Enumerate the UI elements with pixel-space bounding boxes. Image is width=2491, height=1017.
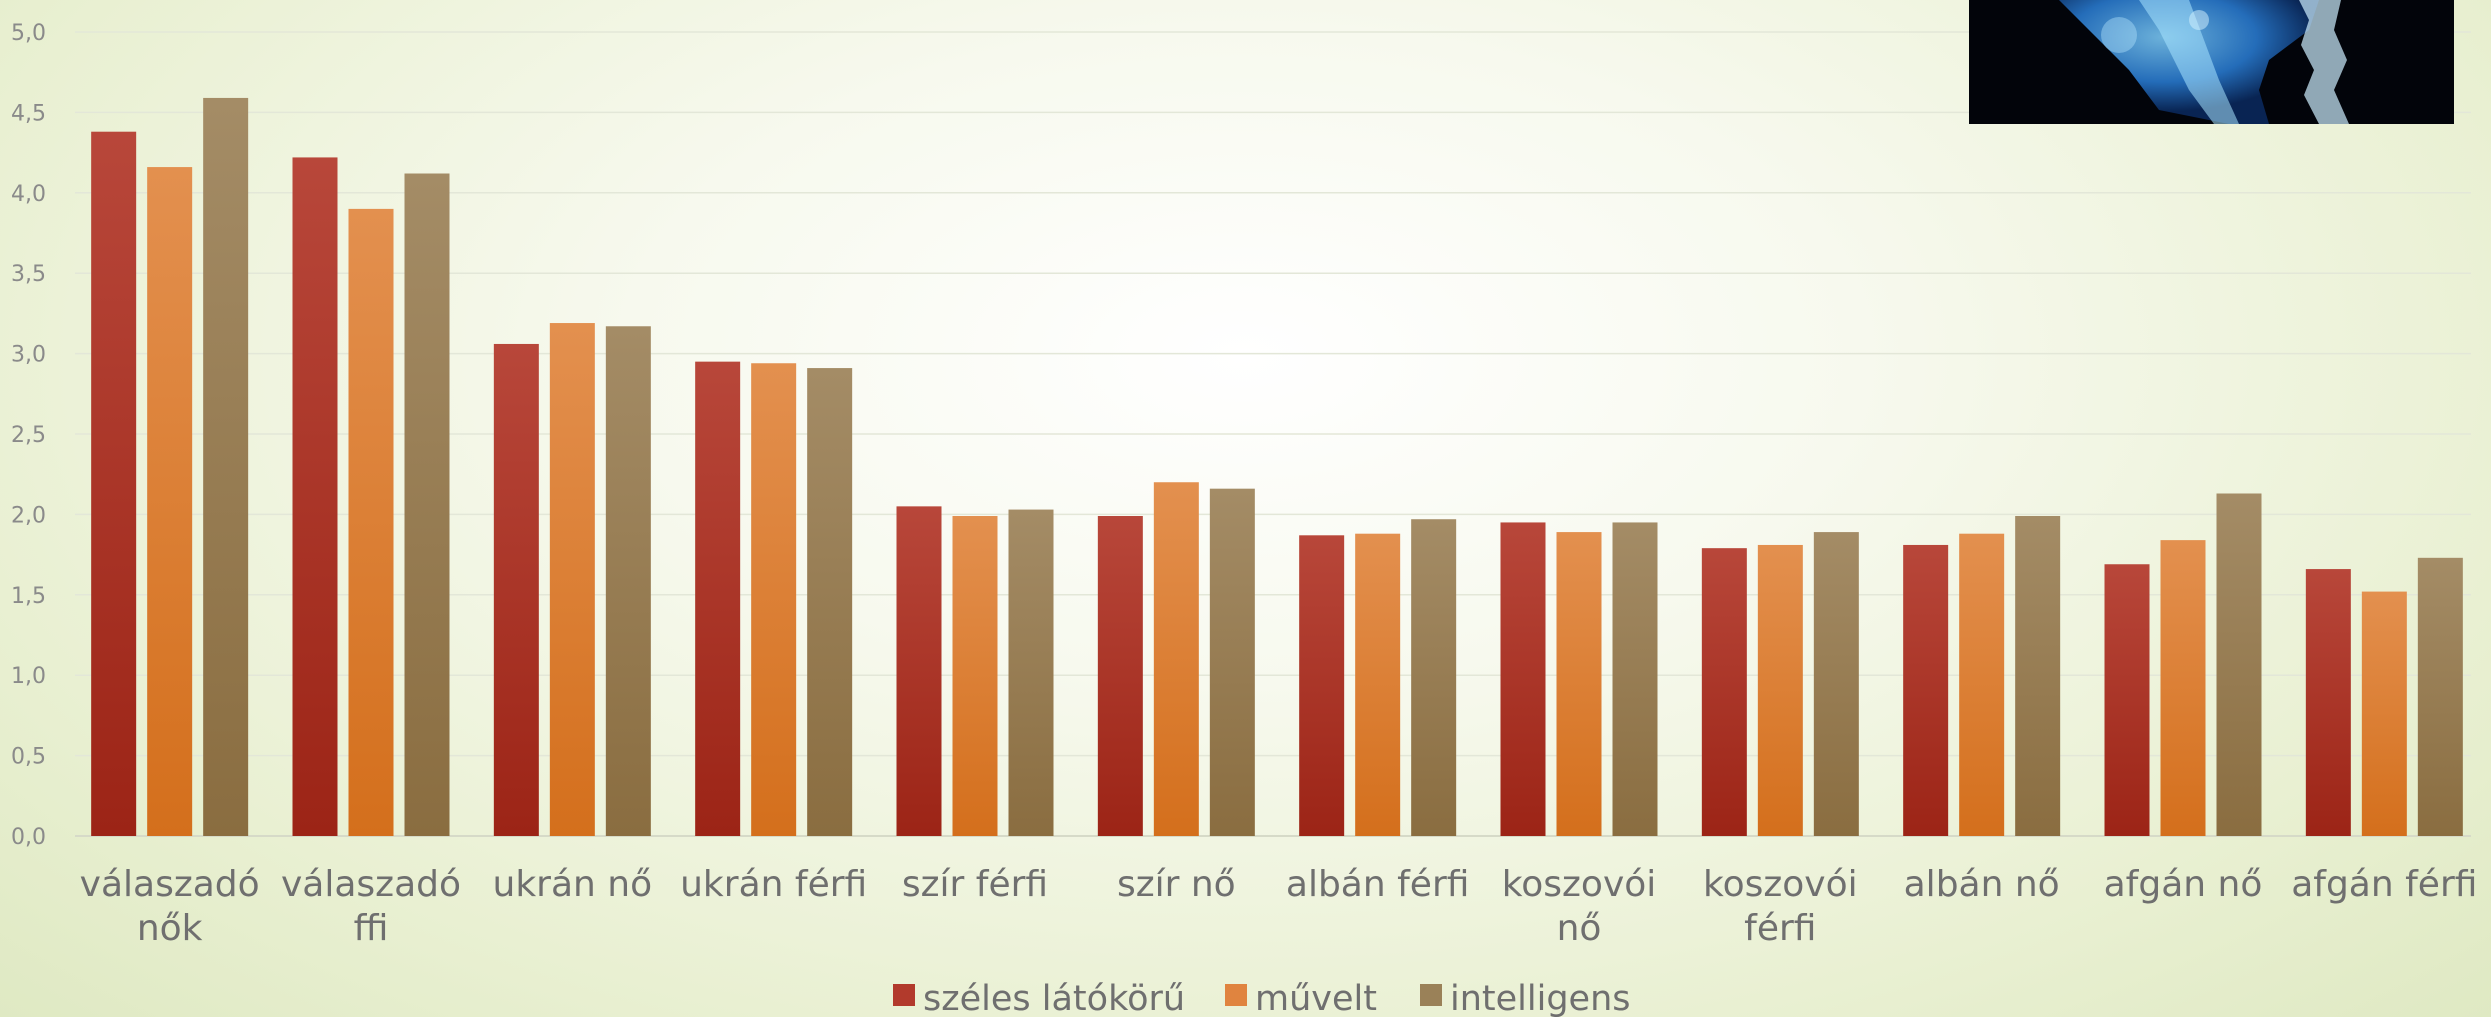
bar: [147, 167, 193, 836]
y-tick-label: 1,5: [11, 584, 46, 609]
bar: [695, 361, 741, 836]
category-label: válaszadó: [281, 864, 461, 905]
bar: [1299, 535, 1345, 836]
bar: [1153, 482, 1199, 836]
xray-head-thumbnail: [1969, 0, 2454, 124]
bar: [1757, 544, 1803, 836]
category-label: férfi: [1744, 908, 1816, 949]
bar: [91, 131, 137, 837]
bar: [1813, 532, 1859, 836]
legend-swatch: [893, 984, 915, 1006]
y-axis: 0,0 0,5 1,0 1,5 2,0 2,5 3,0 3,5 4,0 4,5 5,0: [11, 21, 46, 850]
legend-label: intelligens: [1450, 979, 1631, 1017]
bar: [2417, 557, 2463, 836]
y-tick-label: 4,5: [11, 101, 46, 126]
bar: [1701, 548, 1747, 836]
bar: [1008, 509, 1054, 836]
category-label: válaszadó: [80, 864, 260, 905]
category-label: afgán nő: [2104, 864, 2263, 905]
category-label: albán nő: [1904, 864, 2060, 905]
category-label: afgán férfi: [2291, 864, 2477, 905]
category-label: ukrán férfi: [680, 864, 867, 905]
bar: [807, 368, 853, 836]
bar: [292, 157, 338, 836]
category-label: koszovói: [1502, 864, 1657, 905]
bar: [1411, 519, 1457, 836]
bar: [2305, 569, 2351, 836]
category-label: szír férfi: [902, 864, 1048, 905]
category-label: szír nő: [1117, 864, 1236, 905]
y-tick-label: 4,0: [11, 182, 46, 207]
bar: [1209, 488, 1255, 836]
bar: [1355, 533, 1401, 836]
bar: [1500, 522, 1546, 836]
bar: [203, 97, 249, 837]
legend-swatch: [1225, 984, 1247, 1006]
bar: [549, 323, 595, 837]
legend-label: széles látókörű: [923, 979, 1185, 1017]
bar: [2104, 564, 2150, 836]
bar: [952, 516, 998, 836]
bar: [1612, 522, 1658, 836]
bar: [2160, 540, 2206, 836]
bar: [404, 173, 450, 836]
bar: [2015, 516, 2061, 836]
bar: [1959, 533, 2005, 836]
y-tick-label: 2,0: [11, 503, 46, 528]
y-tick-label: 5,0: [11, 21, 46, 46]
y-tick-label: 3,0: [11, 343, 46, 368]
bar: [751, 363, 797, 836]
bar: [493, 343, 539, 836]
y-tick-label: 0,5: [11, 745, 46, 770]
legend: széles látókörű művelt intelligens: [893, 979, 1631, 1017]
bar: [2216, 493, 2262, 836]
y-tick-label: 3,5: [11, 262, 46, 287]
bar: [1556, 532, 1602, 836]
category-label: koszovói: [1703, 864, 1858, 905]
category-label: ukrán nő: [493, 864, 653, 905]
bar: [348, 208, 394, 836]
bar: [896, 506, 942, 836]
bar: [605, 326, 651, 836]
bars: [91, 97, 2463, 837]
bar: [1903, 544, 1949, 836]
legend-label: művelt: [1255, 979, 1377, 1017]
category-label: albán férfi: [1286, 864, 1470, 905]
y-tick-label: 2,5: [11, 423, 46, 448]
legend-swatch: [1420, 984, 1442, 1006]
bar: [2361, 591, 2407, 836]
y-tick-label: 0,0: [11, 825, 46, 850]
bar: [1097, 516, 1143, 836]
y-tick-label: 1,0: [11, 664, 46, 689]
category-label: ffi: [354, 908, 389, 949]
category-label: nő: [1557, 908, 1602, 949]
category-label: nők: [137, 908, 203, 949]
